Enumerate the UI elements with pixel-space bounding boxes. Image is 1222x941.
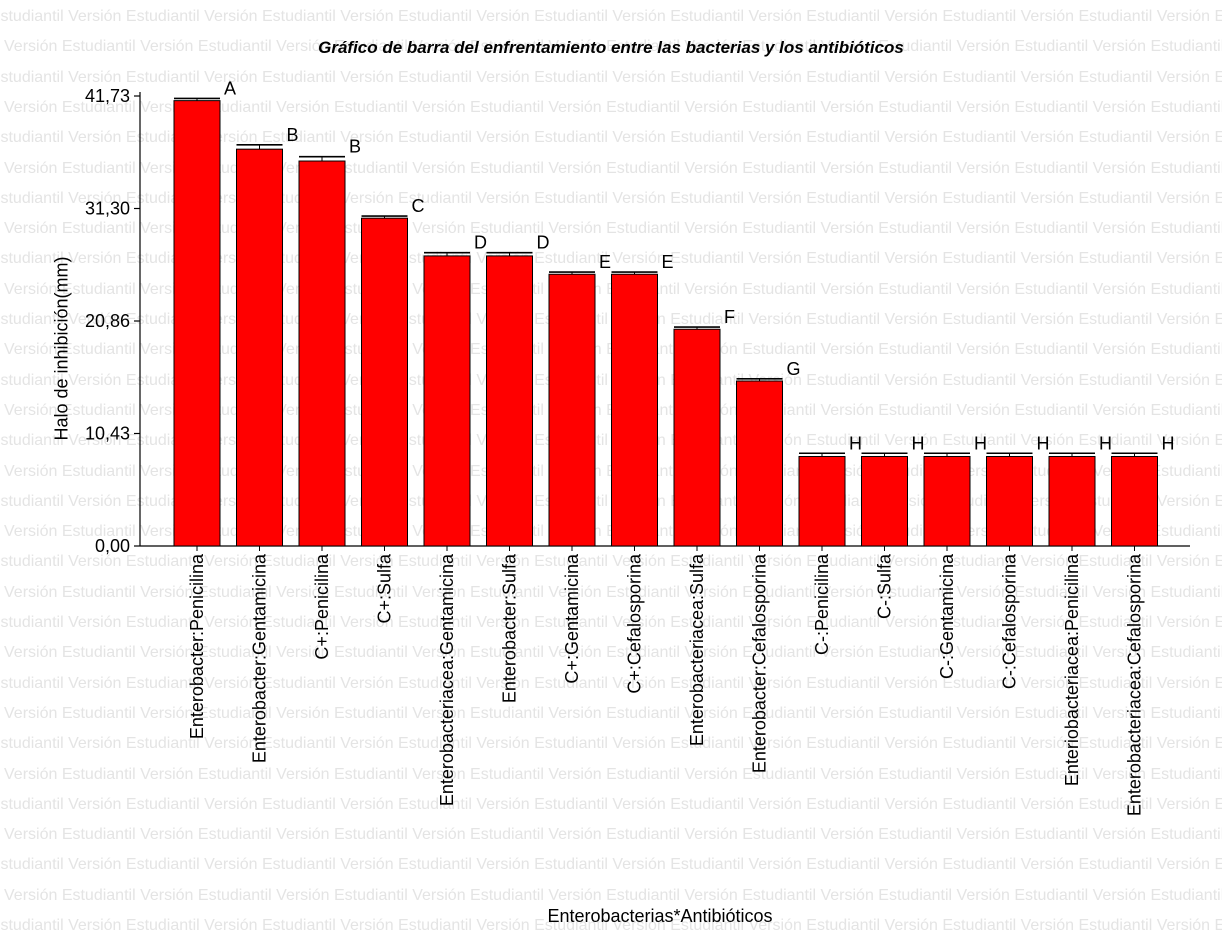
bar — [173, 100, 221, 547]
bar — [1048, 455, 1096, 547]
significance-letter: F — [724, 307, 735, 327]
x-tick-label: Enterobacteriacea:Sulfa — [687, 553, 707, 746]
y-tick-label: 0,00 — [95, 536, 130, 556]
x-tick-label: Enterobacteriacea:Cefalosporina — [1125, 553, 1145, 816]
x-tick-label: C+:Penicilina — [312, 553, 332, 660]
x-axis-title: Enterobacterias*Antibióticos — [547, 906, 773, 926]
significance-letter: E — [662, 252, 674, 272]
significance-letter: B — [287, 125, 299, 145]
x-tick-label: Enterobacter:Sulfa — [500, 553, 520, 703]
x-tick-label: C+:Gentamicina — [562, 553, 582, 684]
significance-letter: H — [1037, 433, 1050, 453]
bar — [986, 455, 1033, 547]
x-tick-label: C+:Sulfa — [375, 553, 395, 624]
x-tick-label: C-:Gentamicina — [937, 553, 957, 679]
significance-letter: A — [224, 78, 236, 98]
x-tick-label: Enterobacter:Gentamicina — [250, 553, 270, 763]
significance-letter: H — [849, 433, 862, 453]
bar — [423, 255, 471, 547]
bar — [361, 217, 408, 547]
significance-letter: B — [349, 137, 361, 157]
bar — [486, 255, 533, 547]
y-tick-label: 31,30 — [85, 199, 130, 219]
bar — [236, 148, 283, 547]
bar — [548, 273, 596, 547]
y-tick-label: 41,73 — [85, 86, 130, 106]
significance-letter: C — [412, 196, 425, 216]
x-tick-label: C-:Sulfa — [875, 553, 895, 619]
significance-letter: H — [912, 433, 925, 453]
x-tick-label: Enterobacter:Cefalosporina — [750, 553, 770, 773]
bar — [861, 455, 908, 547]
bar — [611, 273, 658, 547]
bar — [736, 380, 783, 547]
y-tick-label: 10,43 — [85, 424, 130, 444]
x-tick-label: C-:Penicilina — [812, 553, 832, 655]
significance-letter: H — [974, 433, 987, 453]
x-tick-label: C+:Cefalosporina — [625, 553, 645, 694]
bar — [1111, 455, 1158, 547]
significance-letter: H — [1162, 433, 1175, 453]
bar — [798, 455, 846, 547]
chart-title: Gráfico de barra del enfrentamiento entr… — [318, 38, 904, 57]
x-tick-label: Enterobacteriacea:Gentamicina — [437, 553, 457, 806]
bar — [923, 455, 971, 547]
y-axis-title: Halo de inhibición(mm) — [51, 256, 72, 441]
x-tick-label: Enteriobacteriacea:Penicilina — [1062, 553, 1082, 786]
significance-letter: D — [474, 233, 487, 253]
significance-letter: G — [787, 359, 801, 379]
significance-letter: E — [599, 252, 611, 272]
significance-letter: D — [537, 233, 550, 253]
x-tick-label: C-:Cefalosporina — [1000, 553, 1020, 689]
x-tick-label: Enterobacter:Penicilina — [187, 553, 207, 739]
significance-letter: H — [1099, 433, 1112, 453]
bar — [298, 160, 346, 547]
y-tick-label: 20,86 — [85, 311, 130, 331]
bar — [673, 328, 721, 547]
